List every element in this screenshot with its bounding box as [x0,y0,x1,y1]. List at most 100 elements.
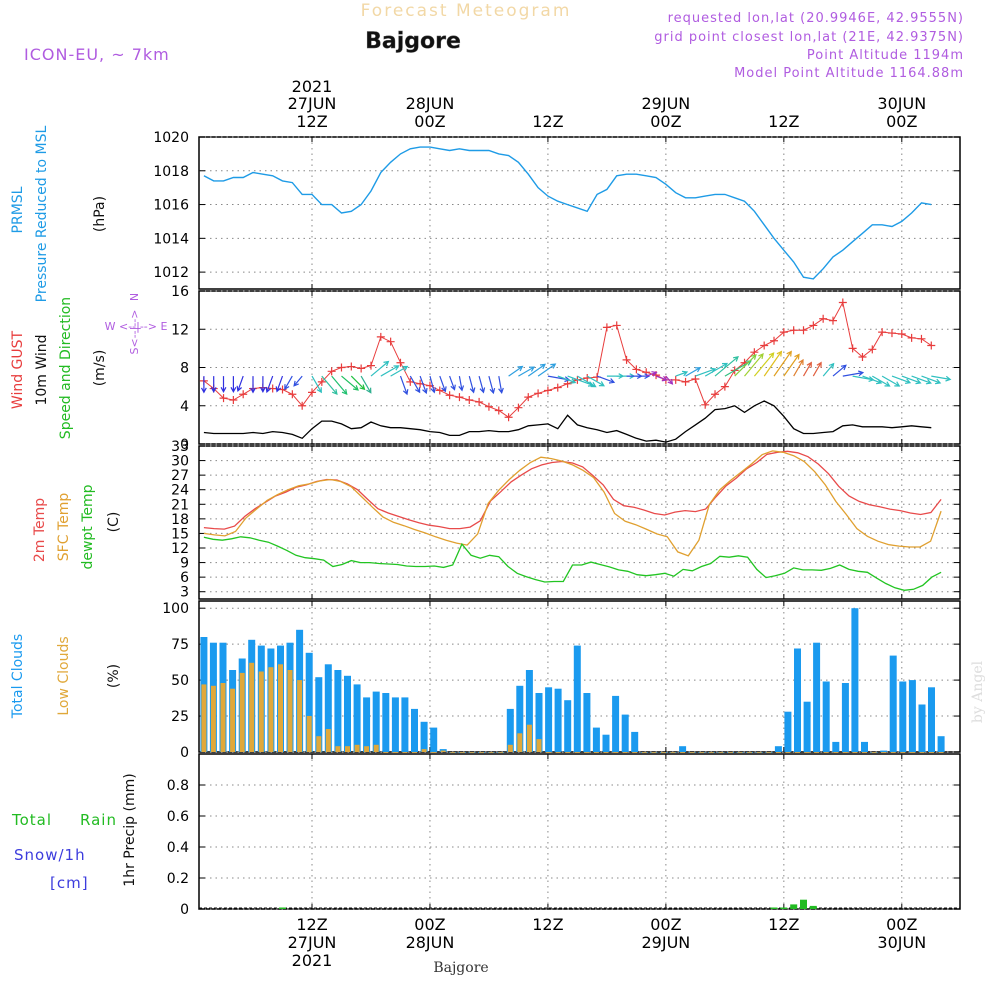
total-clouds-bar [411,708,418,752]
low-clouds-bar [708,752,714,753]
wind-gust-marker [396,358,405,367]
low-clouds-bar [680,752,686,753]
total-clouds-bar [334,670,342,752]
rain-bar [790,904,798,909]
temp-ytick-label: 24 [171,483,189,499]
total-clouds-bar [612,695,620,752]
temp-2m-label: 2m Temp [32,498,48,562]
total-clouds-bar [621,714,629,752]
wind-gust-marker [347,362,356,371]
precip-panel [198,753,961,910]
wind-gust-marker [760,341,769,350]
low-clouds-label: Low Clouds [56,636,72,715]
low-clouds-bar [431,752,437,753]
wind-gust-marker [484,402,493,411]
total-clouds-bar [832,741,840,752]
total-clouds-bar [784,711,792,752]
total-clouds-bar [535,693,543,752]
total-clouds-bar [918,704,926,752]
low-clouds-bar [814,752,820,753]
wind-gust-marker [671,375,680,384]
total-clouds-bar [803,701,811,752]
wind-direction-arrow [458,375,465,392]
pressure-unit: (hPa) [92,196,108,232]
wind-direction-arrow [468,375,476,394]
wind-direction-arrow [370,360,390,377]
temp-ytick-label: 18 [171,512,189,528]
wind-gust-marker [357,364,366,373]
wind-gust-marker [612,321,621,330]
point-altitude: Point Altitude 1194m [807,48,964,63]
temp-ytick-label: 27 [171,468,189,484]
wind-gust-marker [386,337,395,346]
total-clouds-bar [391,697,399,752]
temp-ytick-label: 33 [171,439,189,455]
wind-direction-arrow [478,375,486,394]
low-clouds-bar [632,752,638,753]
total-clouds-bar [573,645,581,752]
rain-bar [800,899,807,909]
wind-gust-marker [455,393,464,402]
wind-direction-arrow [832,364,847,377]
grid-point-coords: grid point closest lon,lat (21E, 42.9375… [654,30,964,45]
wind-ytick-label: 8 [180,361,189,377]
wind-direction-arrow [236,375,244,392]
low-clouds-bar [728,752,733,753]
precip-unit: 1hr Precip (mm) [122,773,138,886]
wind-gust-label: Wind GUST [10,330,26,409]
low-clouds-bar [737,752,743,753]
total-clouds-bar [899,681,907,752]
wind-gust-marker [465,396,474,405]
total-clouds-bar [344,675,351,752]
wind-gust-marker [681,377,690,386]
wind-gust-marker [376,332,385,341]
precip-ytick-label: 0.4 [167,840,189,856]
wind-gust-marker [524,393,533,402]
total-clouds-bar [794,648,801,752]
wind-gust-marker [779,328,788,337]
low-clouds-bar [440,750,446,752]
wind-direction-arrow [537,363,557,377]
total-clouds-bar [880,750,888,752]
wind-gust-marker [327,367,336,376]
bottom-time-hour: 00Z [414,915,445,934]
precip-cm-label: [cm] [50,874,89,892]
temp-ytick-label: 9 [180,556,189,572]
wind-direction-arrow [901,375,922,385]
wind-direction-arrow [586,375,605,387]
low-clouds-bar [881,752,887,753]
low-clouds-bar [919,752,925,753]
low-clouds-bar [890,752,896,753]
wind-direction-arrow [891,375,912,384]
wind-direction-arrow [518,366,536,377]
low-clouds-bar [756,752,762,753]
low-clouds-bar [498,752,504,753]
wind-gust-marker [878,328,887,337]
wind-direction-arrow [331,375,348,395]
wind-panel [198,290,961,445]
wind-direction-arrow [321,375,338,395]
top-time-date: 29JUN [641,94,690,113]
clouds-unit: (%) [106,664,122,688]
wind-direction-arrow [704,362,729,377]
low-clouds-bar [335,746,341,752]
total-clouds-bar [363,697,371,752]
wind-gust-marker [553,383,562,392]
clouds-ytick-label: 75 [171,637,189,653]
top-time-hour: 00Z [650,112,681,131]
low-clouds-bar [507,744,513,752]
low-clouds-bar [201,684,207,752]
total-clouds-bar [324,664,332,752]
wind-direction-arrow [311,375,322,394]
wind-gust-marker [907,333,916,342]
low-clouds-bar [297,680,303,752]
bottom-time-hour: 00Z [650,915,681,934]
low-clouds-bar [249,662,255,752]
wind-direction-arrow [293,375,303,387]
wind-gust-marker [858,352,867,361]
bottom-time-hour: 00Z [886,915,917,934]
total-clouds-bar [774,746,782,752]
low-clouds-bar [526,724,532,752]
wind-direction-arrow [793,358,804,377]
low-clouds-bar [613,752,619,753]
